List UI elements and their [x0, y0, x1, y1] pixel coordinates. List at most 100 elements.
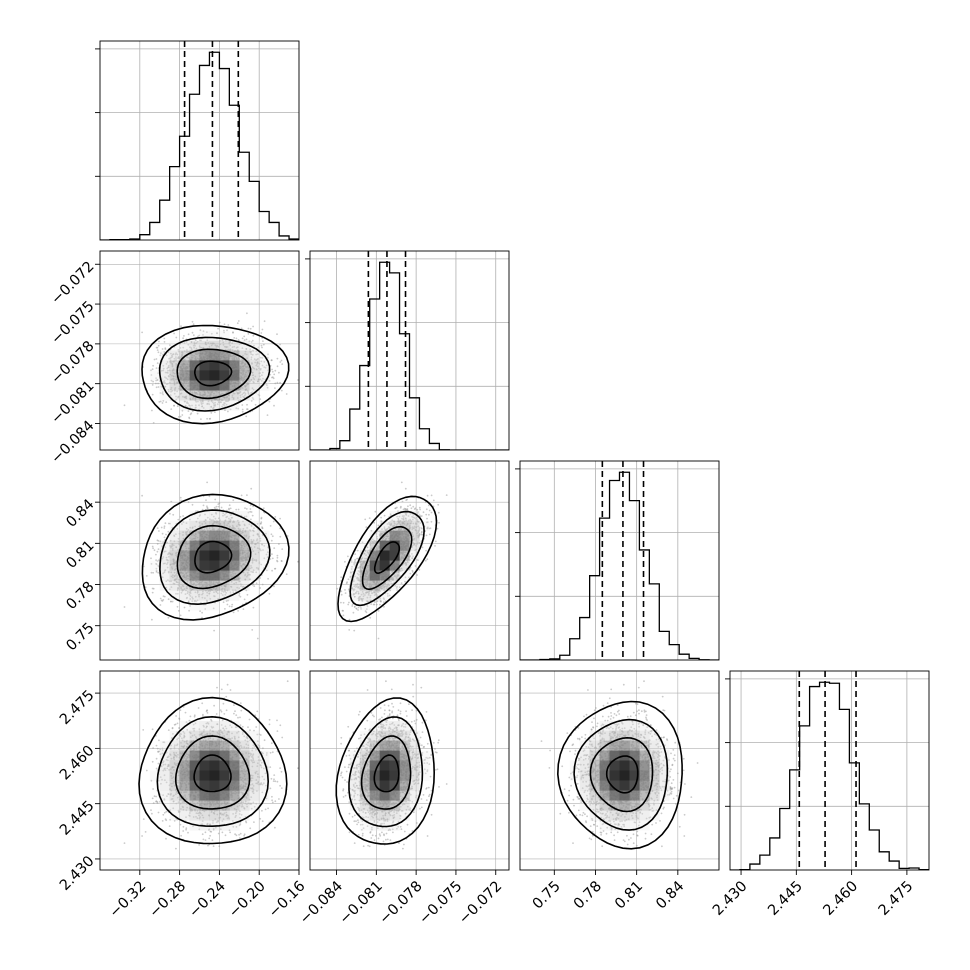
- sample-point: [175, 398, 178, 401]
- sample-point: [189, 405, 191, 407]
- sample-point: [216, 332, 218, 335]
- sample-point: [229, 591, 232, 593]
- sample-point: [178, 582, 181, 585]
- density-block: [189, 580, 200, 591]
- density-block: [189, 520, 200, 531]
- sample-point: [179, 415, 182, 418]
- sample-point: [235, 346, 238, 349]
- sample-point: [195, 400, 198, 403]
- sample-point: [167, 366, 170, 369]
- y-tick-label: −0.084: [48, 418, 97, 467]
- sample-point: [253, 344, 255, 347]
- sample-point: [259, 577, 261, 579]
- sample-point: [169, 394, 172, 396]
- sample-point: [222, 514, 224, 517]
- sample-point: [220, 506, 223, 509]
- sample-point: [380, 516, 382, 519]
- density-block: [219, 340, 230, 351]
- sample-point: [228, 605, 231, 608]
- sample-point: [189, 413, 192, 416]
- sample-point: [218, 517, 221, 519]
- sample-point: [235, 508, 238, 511]
- sample-point: [269, 558, 272, 560]
- sample-point: [155, 379, 158, 382]
- sample-point: [167, 522, 170, 525]
- sample-point: [353, 629, 356, 632]
- sample-point: [259, 537, 262, 540]
- density-block: [179, 540, 190, 551]
- histogram-step-line: [730, 681, 929, 870]
- sample-point: [179, 347, 182, 349]
- sample-point: [276, 333, 278, 336]
- scatter-panel-1-0: [99, 250, 300, 451]
- sample-point: [158, 401, 161, 403]
- sample-point: [156, 362, 159, 364]
- sample-point: [268, 592, 271, 595]
- sample-point: [231, 603, 234, 606]
- sample-point: [188, 593, 191, 596]
- sample-point: [185, 527, 188, 530]
- sample-point: [246, 408, 248, 410]
- sample-point: [187, 343, 190, 346]
- sample-point: [161, 532, 164, 535]
- sample-point: [167, 570, 170, 573]
- sample-point: [198, 404, 200, 407]
- sample-point: [340, 593, 343, 596]
- sample-point: [238, 594, 241, 597]
- density-block: [259, 550, 270, 561]
- density-block: [209, 590, 220, 601]
- sample-point: [186, 349, 188, 351]
- sample-point: [259, 398, 262, 400]
- sample-point: [215, 590, 218, 593]
- sample-point: [180, 325, 182, 328]
- density-block: [209, 600, 220, 611]
- sample-point: [194, 595, 197, 598]
- sample-point: [265, 382, 267, 385]
- sample-point: [175, 395, 177, 398]
- sample-point: [202, 407, 205, 409]
- density-block: [199, 360, 210, 371]
- density-block: [239, 380, 250, 391]
- sample-point: [239, 399, 242, 401]
- sample-point: [214, 403, 217, 406]
- sample-point: [167, 375, 170, 377]
- density-block: [259, 560, 270, 571]
- density-block: [259, 370, 270, 381]
- sample-point: [223, 329, 225, 332]
- sample-point: [208, 592, 211, 595]
- sample-point: [158, 530, 160, 532]
- density-block: [229, 550, 240, 561]
- sample-point: [253, 585, 256, 587]
- sample-point: [220, 592, 223, 595]
- contour-line: [159, 509, 271, 606]
- sample-point: [404, 580, 406, 583]
- density-block: [259, 540, 270, 551]
- density-block: [179, 390, 190, 401]
- sample-point: [243, 523, 246, 526]
- density-block: [209, 550, 220, 561]
- sample-point: [252, 534, 255, 537]
- sample-point: [361, 541, 364, 544]
- sample-point: [239, 396, 242, 399]
- sample-point: [269, 373, 272, 376]
- sample-point: [388, 521, 390, 524]
- density-block: [229, 380, 240, 391]
- sample-point: [261, 364, 264, 367]
- sample-point: [281, 548, 284, 550]
- sample-point: [262, 507, 265, 510]
- sample-point: [214, 498, 217, 501]
- sample-point: [255, 353, 258, 356]
- sample-point: [165, 363, 168, 365]
- sample-point: [141, 494, 144, 497]
- sample-point: [232, 331, 234, 334]
- sample-point: [200, 601, 202, 604]
- sample-point: [268, 400, 271, 403]
- contour-line: [194, 540, 233, 574]
- sample-point: [165, 377, 168, 379]
- sample-point: [167, 530, 170, 533]
- sample-point: [221, 405, 224, 408]
- sample-point: [156, 543, 159, 545]
- sample-point: [145, 575, 148, 577]
- sample-point: [366, 546, 369, 549]
- sample-point: [251, 349, 254, 352]
